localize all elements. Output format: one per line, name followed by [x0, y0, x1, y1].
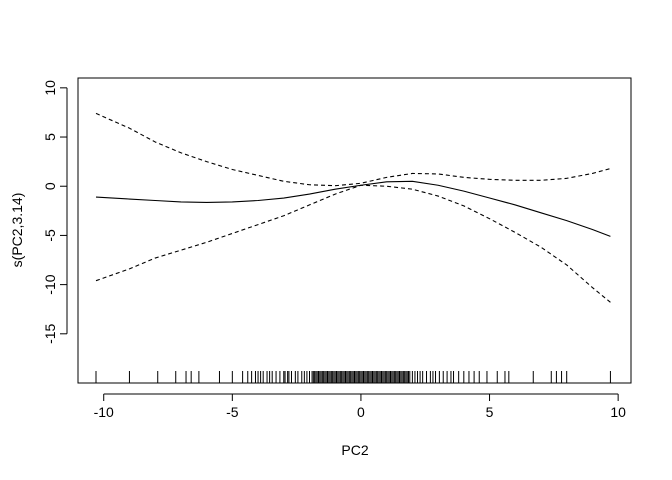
y-tick-label: 0 [42, 182, 58, 190]
x-tick-label: 5 [486, 404, 494, 420]
x-axis: -10 -5 0 5 10 [94, 393, 626, 420]
x-axis-label: PC2 [341, 442, 368, 458]
series-layer [95, 112, 611, 303]
x-tick-label: 10 [610, 404, 626, 420]
lower-confidence-line [95, 184, 611, 303]
upper-confidence-line [95, 112, 611, 187]
y-tick-label: -10 [42, 274, 58, 294]
y-tick-label: -15 [42, 323, 58, 343]
y-tick-label: 10 [42, 80, 58, 96]
y-axis: -15 -10 -5 0 5 10 [42, 80, 68, 344]
x-tick-label: -10 [94, 404, 114, 420]
y-tick-label: 5 [42, 133, 58, 141]
smooth-estimate-line [95, 180, 611, 237]
y-tick-label: -5 [42, 229, 58, 242]
x-tick-label: 0 [357, 404, 365, 420]
x-tick-label: -5 [226, 404, 239, 420]
y-axis-label: s(PC2,3.14) [9, 193, 25, 268]
plot-frame [77, 77, 632, 384]
rug-layer [95, 371, 611, 383]
